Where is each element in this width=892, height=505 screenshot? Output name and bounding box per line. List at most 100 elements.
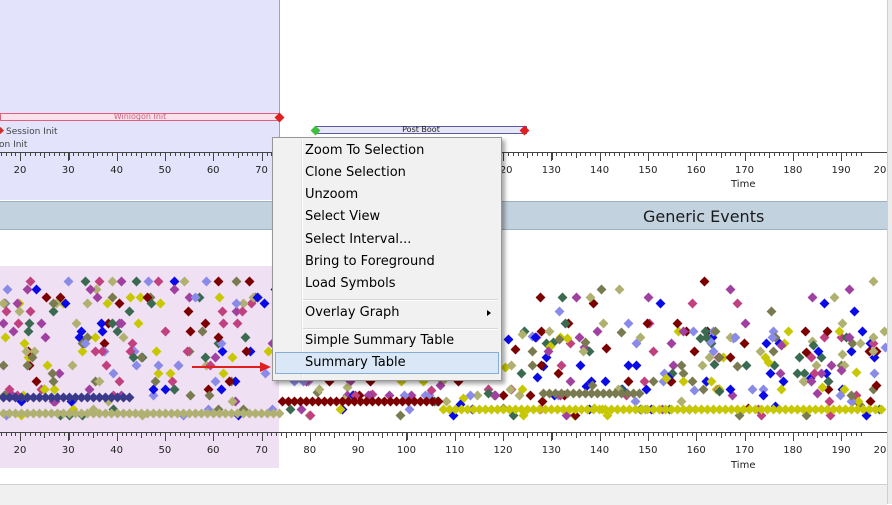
event-marker: [92, 292, 103, 303]
axis-tick: [541, 432, 543, 436]
axis-tick: [730, 432, 732, 436]
event-marker: [689, 346, 700, 357]
menu-item-simple-summary-table[interactable]: Simple Summary Table: [305, 333, 455, 348]
event-marker: [601, 343, 612, 354]
vertical-scrollbar[interactable]: [887, 0, 892, 504]
axis-tick: [764, 432, 765, 436]
axis-tick: [570, 432, 572, 436]
event-marker: [766, 306, 777, 317]
axis-tick: [517, 432, 519, 436]
axis-tick: [585, 152, 587, 156]
axis-tick-label: 130: [541, 445, 561, 456]
axis-tick: [575, 432, 577, 438]
axis-major-tick: [696, 432, 698, 441]
axis-tick: [759, 432, 761, 436]
axis-tick: [788, 152, 790, 156]
axis-tick: [111, 152, 113, 156]
axis-tick-label: 70: [255, 445, 268, 456]
axis-tick: [223, 432, 224, 436]
menu-item-overlay-graph-label: Overlay Graph: [305, 305, 400, 320]
axis-tick: [735, 152, 736, 156]
menu-item-overlay-graph[interactable]: Overlay Graph: [275, 302, 499, 324]
axis-tick-label: 160: [686, 445, 706, 456]
axis-tick-label: 120: [493, 445, 513, 456]
axis-tick: [281, 432, 282, 436]
axis-tick: [49, 432, 51, 436]
axis-tick: [5, 152, 7, 156]
event-marker: [114, 298, 125, 309]
axis-major-tick: [647, 432, 649, 441]
axis-tick-label: 150: [638, 165, 658, 176]
axis-tick-label: 20: [873, 445, 887, 456]
axis-tick: [305, 432, 307, 436]
axis-tick: [242, 432, 244, 436]
axis-major-tick: [792, 432, 794, 441]
menu-item-load-symbols[interactable]: Load Symbols: [305, 276, 396, 291]
axis-tick: [15, 432, 17, 436]
axis-tick: [252, 432, 253, 436]
axis-tick: [266, 152, 268, 156]
menu-item-unzoom[interactable]: Unzoom: [305, 187, 359, 202]
axis-major-tick: [647, 152, 649, 161]
event-marker: [13, 318, 24, 329]
winlogon-init-label: Winlogon Init: [113, 112, 167, 121]
axis-major-tick: [116, 432, 118, 441]
axis-tick: [140, 432, 142, 438]
axis-tick: [82, 432, 84, 436]
menu-item-clone-selection[interactable]: Clone Selection: [305, 165, 406, 180]
axis-tick: [73, 432, 75, 436]
axis-tick: [710, 152, 712, 156]
axis-tick: [396, 432, 398, 436]
axis-tick: [739, 432, 741, 436]
axis-tick: [49, 152, 51, 156]
axis-tick: [382, 432, 384, 438]
axis-tick: [271, 432, 273, 436]
axis-tick: [242, 152, 244, 156]
menu-item-summary-table[interactable]: Summary Table: [275, 352, 499, 374]
axis-tick: [657, 432, 659, 436]
axis-tick: [107, 152, 109, 156]
event-marker: [600, 376, 611, 387]
horizontal-scrollbar[interactable]: [0, 484, 887, 505]
winlogon-init-interval[interactable]: Winlogon Init: [0, 113, 280, 121]
post-boot-interval[interactable]: Post Boot: [315, 126, 527, 134]
event-marker: [153, 276, 164, 287]
axis-major-tick: [503, 432, 504, 441]
axis-tick: [527, 152, 529, 158]
axis-tick: [343, 432, 345, 436]
axis-tick: [754, 432, 756, 436]
axis-tick: [831, 432, 833, 436]
event-marker: [614, 284, 625, 295]
event-marker: [544, 326, 555, 337]
axis-tick: [459, 432, 461, 436]
axis-major-tick: [841, 432, 843, 441]
axis-tick: [445, 432, 447, 436]
axis-tick: [686, 152, 688, 156]
event-marker: [232, 318, 243, 329]
post-boot-label: Post Boot: [402, 125, 440, 134]
menu-item-select-view[interactable]: Select View: [305, 209, 381, 224]
axis-tick: [136, 432, 138, 436]
time-selection[interactable]: [0, 0, 280, 200]
menu-item-zoom-to-selection[interactable]: Zoom To Selection: [305, 143, 425, 158]
menu-separator: [303, 299, 498, 301]
axis-tick: [565, 152, 567, 156]
axis-tick: [802, 432, 804, 436]
event-marker: [689, 385, 700, 396]
axis-tick: [681, 152, 683, 156]
axis-tick: [189, 152, 191, 158]
axis-tick-label: 80: [303, 445, 317, 456]
axis-tick: [715, 432, 717, 436]
axis-tick: [102, 432, 104, 436]
axis-tick: [633, 152, 635, 156]
event-marker: [217, 346, 228, 357]
event-marker: [231, 276, 242, 287]
axis-tick-label: 50: [158, 445, 172, 456]
context-menu[interactable]: Zoom To Selection Clone Selection Unzoom…: [272, 137, 502, 381]
menu-item-bring-to-foreground[interactable]: Bring to Foreground: [305, 254, 435, 269]
menu-item-select-interval[interactable]: Select Interval...: [305, 232, 412, 247]
axis-tick: [247, 432, 249, 436]
axis-tick: [29, 432, 31, 436]
axis-tick: [252, 152, 253, 156]
axis-tick: [160, 152, 162, 156]
